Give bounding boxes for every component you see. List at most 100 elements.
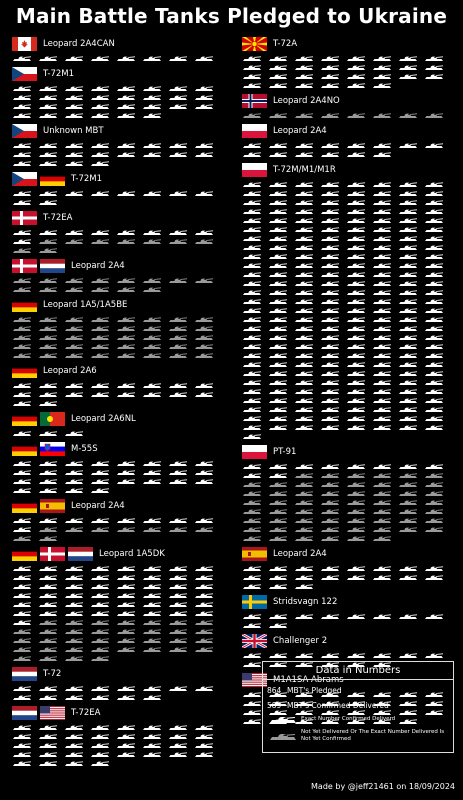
confirmed-tank-icon <box>243 143 261 148</box>
confirmed-tank-icon <box>373 371 391 376</box>
confirmed-tank-icon <box>399 371 417 376</box>
confirmed-tank-icon <box>91 383 109 388</box>
unconfirmed-tank-icon <box>65 317 83 322</box>
confirmed-tank-icon <box>39 431 57 436</box>
unconfirmed-tank-icon <box>243 527 261 532</box>
confirmed-tank-icon <box>269 701 287 706</box>
confirmed-tank-icon <box>39 725 57 730</box>
confirmed-tank-icon <box>169 752 187 757</box>
confirmed-tank-icon <box>373 308 391 313</box>
unconfirmed-tank-icon <box>117 287 135 292</box>
confirmed-tank-icon <box>321 308 339 313</box>
unconfirmed-tank-icon <box>13 326 31 331</box>
confirmed-tank-icon <box>91 725 109 730</box>
confirmed-tank-icon <box>13 602 31 607</box>
unconfirmed-tank-icon <box>91 344 109 349</box>
confirmed-tank-icon <box>347 566 365 571</box>
confirmed-tank-icon <box>425 335 443 340</box>
confirmed-tank-icon <box>243 353 261 358</box>
confirmed-tank-icon <box>117 230 135 235</box>
confirmed-tank-icon <box>269 281 287 286</box>
unconfirmed-tank-icon <box>117 527 135 532</box>
tank-group-header: T-72M1 <box>12 66 234 82</box>
tank-group: T-72EA <box>12 210 234 255</box>
confirmed-tank-icon <box>321 566 339 571</box>
confirmed-tank-icon <box>39 743 57 748</box>
confirmed-tank-icon <box>117 461 135 466</box>
tank-icon-grid <box>242 690 456 726</box>
confirmed-tank-icon <box>13 470 31 475</box>
unconfirmed-tank-icon <box>143 239 161 244</box>
confirmed-tank-icon <box>65 152 83 157</box>
confirmed-tank-icon <box>169 383 187 388</box>
confirmed-tank-icon <box>39 479 57 484</box>
confirmed-tank-icon <box>91 566 109 571</box>
confirmed-tank-icon <box>117 575 135 580</box>
tank-group: M1A1SA Abrams <box>242 672 456 726</box>
confirmed-tank-icon <box>269 566 287 571</box>
confirmed-tank-icon <box>269 473 287 478</box>
czechia-flag-icon <box>12 124 37 138</box>
unconfirmed-tank-icon <box>373 536 391 541</box>
unconfirmed-tank-icon <box>269 491 287 496</box>
confirmed-tank-icon <box>321 692 339 697</box>
tank-group: Leopard 1A5/1A5BE <box>12 297 234 360</box>
confirmed-tank-icon <box>195 518 213 523</box>
netherlands-flag-icon <box>40 259 65 273</box>
confirmed-tank-icon <box>295 254 313 259</box>
confirmed-tank-icon <box>91 488 109 493</box>
confirmed-tank-icon <box>65 95 83 100</box>
tank-group-header: M-55S <box>12 441 234 457</box>
unconfirmed-tank-icon <box>143 638 161 643</box>
unconfirmed-tank-icon <box>347 491 365 496</box>
page-title: Main Battle Tanks Pledged to Ukraine <box>15 4 448 28</box>
confirmed-tank-icon <box>169 593 187 598</box>
confirmed-tank-icon <box>399 425 417 430</box>
unconfirmed-tank-icon <box>39 317 57 322</box>
confirmed-tank-icon <box>65 470 83 475</box>
pledged-count: 864 <box>267 686 282 695</box>
tank-model-name: Leopard 2A4 <box>71 261 125 271</box>
confirmed-tank-icon <box>143 686 161 691</box>
confirmed-tank-icon <box>243 623 261 628</box>
confirmed-tank-icon <box>399 398 417 403</box>
confirmed-tank-icon <box>425 308 443 313</box>
confirmed-tank-icon <box>91 191 109 196</box>
stats-panel: Data in Numbers 864 MBT's Pledged 589 MB… <box>262 661 454 753</box>
confirmed-tank-icon <box>117 392 135 397</box>
confirmed-tank-icon <box>295 299 313 304</box>
tank-group-header: T-72M/M1/M1R <box>242 162 456 178</box>
confirmed-tank-icon <box>399 389 417 394</box>
confirmed-tank-icon <box>295 653 313 658</box>
confirmed-tank-icon <box>243 380 261 385</box>
unconfirmed-tank-icon <box>195 317 213 322</box>
confirmed-tank-icon <box>91 602 109 607</box>
tank-model-name: T-72M1 <box>71 174 103 184</box>
confirmed-tank-icon <box>117 86 135 91</box>
unconfirmed-tank-icon <box>65 239 83 244</box>
tank-group: Leopard 2A4CAN <box>12 36 234 63</box>
confirmed-tank-icon <box>269 209 287 214</box>
confirmed-tank-icon <box>399 416 417 421</box>
delivered-label: MBT's Confirmed Delivered <box>287 701 389 710</box>
confirmed-tank-icon <box>321 416 339 421</box>
confirmed-tank-icon <box>143 461 161 466</box>
poland-flag-icon <box>242 124 267 138</box>
unconfirmed-tank-icon <box>91 629 109 634</box>
confirmed-tank-icon <box>321 425 339 430</box>
tank-group-header: Challenger 2 <box>242 633 456 649</box>
confirmed-tank-icon <box>425 182 443 187</box>
tank-group: Unknown MBT <box>12 123 234 168</box>
tank-group-header: Leopard 1A5DK <box>12 546 234 562</box>
unconfirmed-tank-icon <box>39 527 57 532</box>
confirmed-tank-icon <box>295 272 313 277</box>
confirmed-tank-icon <box>169 470 187 475</box>
confirmed-tank-icon <box>143 95 161 100</box>
unconfirmed-tank-icon <box>425 482 443 487</box>
confirmed-tank-icon <box>269 623 287 628</box>
confirmed-tank-icon <box>425 263 443 268</box>
confirmed-tank-icon <box>13 734 31 739</box>
confirmed-tank-icon <box>195 56 213 61</box>
confirmed-tank-icon <box>39 566 57 571</box>
unconfirmed-tank-icon <box>195 629 213 634</box>
